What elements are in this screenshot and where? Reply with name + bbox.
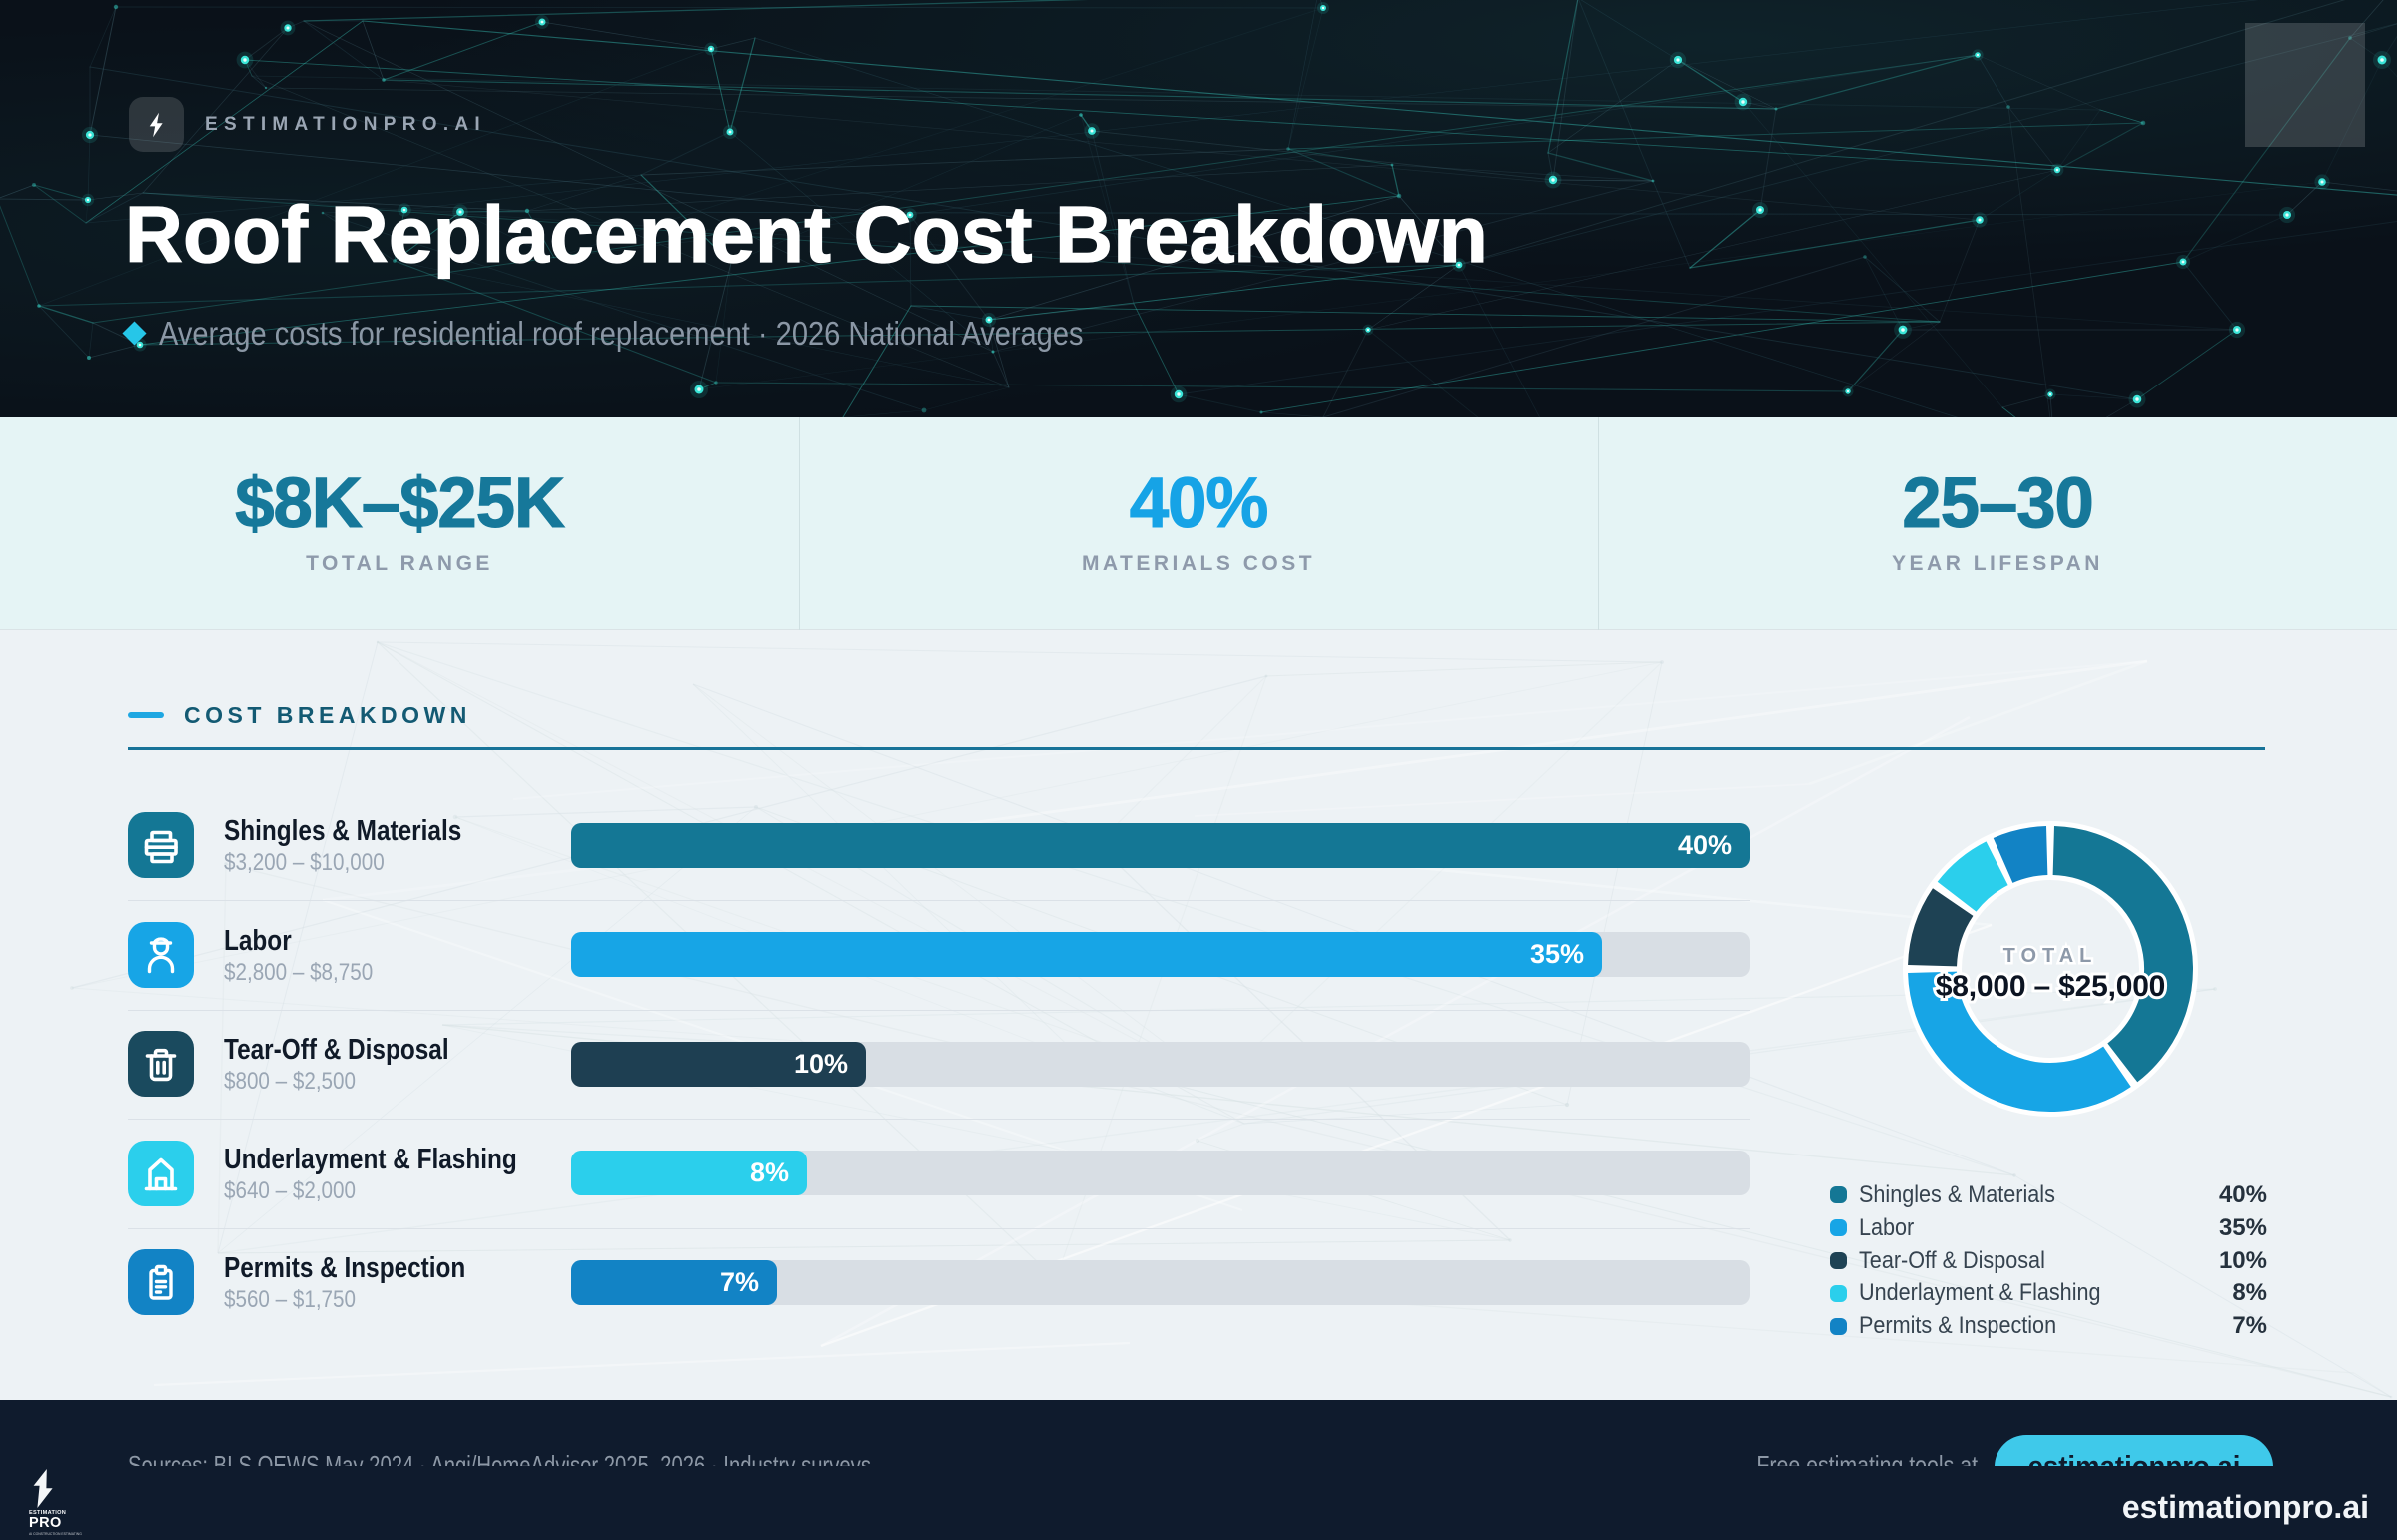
svg-text:TOTAL: TOTAL — [2003, 945, 2098, 967]
svg-text:$8,000 – $25,000: $8,000 – $25,000 — [1936, 970, 2165, 1003]
